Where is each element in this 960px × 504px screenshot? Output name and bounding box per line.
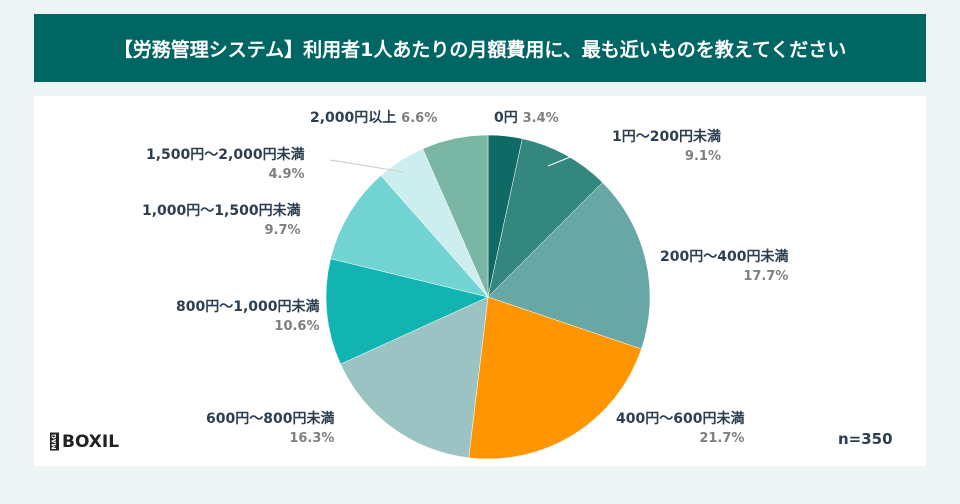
pie-slice-3 [468,296,642,460]
pie-slice-8 [422,134,489,298]
label-1: 1円〜200円未満 9.1% [612,129,721,164]
label-2: 200円〜400円未満 17.7% [660,249,789,284]
pie-slice-6 [330,175,489,298]
pie-slice-5 [325,258,489,365]
label-7: 1,500円〜2,000円未満 4.9% [146,147,305,182]
pie-slice-4 [340,296,489,459]
label-5: 800円〜1,000円未満 10.6% [176,299,320,334]
leader-line [547,144,601,167]
pie-slice-2 [487,182,651,350]
pie-slice-1 [487,138,603,298]
label-4: 600円〜800円未満 16.3% [206,411,335,446]
leader-line [329,159,405,173]
label-8: 2,000円以上 6.6% [310,110,438,126]
chart-title: 【労務管理システム】利用者1人あたりの月額費用に、最も近いものを教えてください [34,14,926,82]
label-6: 1,000円〜1,500円未満 9.7% [142,203,301,238]
sample-size: n=350 [838,430,893,448]
label-3: 400円〜600円未満 21.7% [616,411,745,446]
label-0: 0円 3.4% [494,110,559,126]
boxil-logo: MAG BOXIL [50,432,120,452]
